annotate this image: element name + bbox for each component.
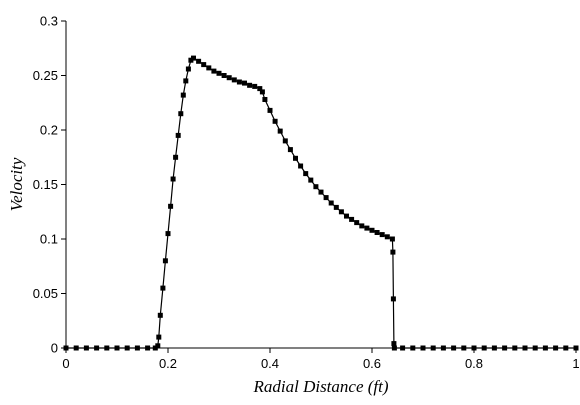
data-point [191,55,196,61]
data-point [175,132,181,138]
data-point [196,58,202,64]
data-point [272,118,278,124]
y-tick-label: 0.25 [33,68,58,83]
data-point [389,236,395,242]
data-point [259,89,265,95]
data-point [180,92,186,98]
data-point [206,65,212,71]
y-axis-title: Velocity [7,157,26,211]
x-axis-title: Radial Distance (ft) [252,377,388,396]
data-point [313,184,319,190]
y-tick-label: 0.05 [33,286,58,301]
data-point [328,200,334,206]
data-point [391,341,397,347]
x-tick-label: 1 [572,356,579,371]
axes: 0 0.05 0.1 0.15 0.2 0.25 0.3 0 0.2 0.4 0.6 0.8 1 [33,14,580,372]
data-point [308,177,314,183]
data-point [282,138,288,144]
data-point [216,70,222,76]
data-point [178,111,184,117]
data-point [344,213,349,219]
data-point [185,66,191,72]
data-point [287,147,293,153]
data-point [236,79,242,85]
data-point [303,171,309,177]
data-point [157,312,163,318]
x-tick-label: 0.6 [363,356,381,371]
data-point [384,234,390,240]
data-point [267,107,273,113]
data-point [201,62,207,68]
data-point [354,220,360,226]
data-point [359,223,365,229]
data-point [257,86,263,92]
data-point [160,285,166,291]
data-point [379,232,385,238]
x-tick-label: 0.8 [465,356,483,371]
y-tick-label: 0.2 [40,123,58,138]
data-point [349,216,355,222]
data-point [226,75,232,81]
data-point [338,209,344,215]
y-tick-label: 0.1 [40,232,58,247]
data-point [374,230,380,235]
data-point [323,195,329,201]
data-point [298,163,304,169]
data-point [247,82,253,88]
data-point [156,334,162,340]
y-tick-label: 0.3 [40,14,58,29]
data-point [170,176,176,182]
data-point [369,227,375,233]
data-point [318,189,324,195]
data-point [162,258,168,264]
data-point [293,155,298,161]
data-point [155,343,161,349]
data-point [364,225,370,231]
x-tick-label: 0 [62,356,69,371]
data-point [262,97,268,102]
data-point [277,128,283,134]
data-point [183,78,189,84]
data-point [333,204,339,210]
data-point [168,203,174,209]
data-point [221,73,227,78]
x-tick-label: 0.4 [261,356,279,371]
data-point [390,296,396,302]
data-point [390,249,396,255]
y-tick-label: 0 [51,341,58,356]
y-tick-label: 0.15 [33,177,58,192]
data-point [252,83,258,89]
x-tick-label: 0.2 [159,356,177,371]
data-point [211,68,217,74]
data-point [188,57,194,63]
data-point [231,77,237,83]
data-point [242,80,247,86]
data-point [165,231,171,237]
data-point [173,154,179,160]
